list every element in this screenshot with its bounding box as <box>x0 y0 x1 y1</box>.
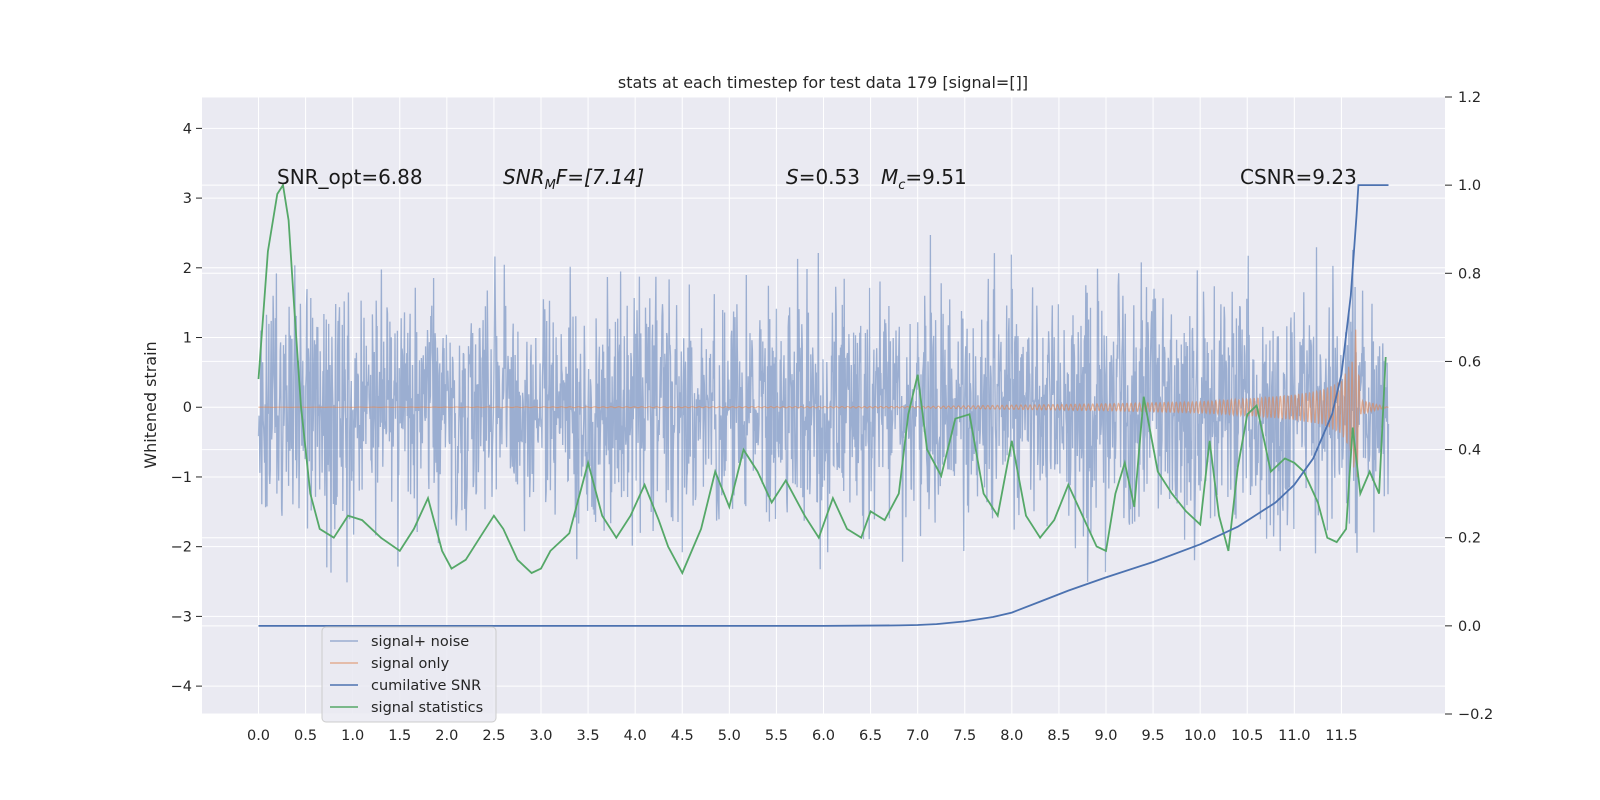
y2-tick-label: 0.0 <box>1458 619 1481 635</box>
legend-label-noise: signal+ noise <box>371 634 469 650</box>
chart-title: stats at each timestep for test data 179… <box>618 73 1028 92</box>
y-tick-label: −2 <box>171 540 192 556</box>
y2-tick-label: 1.2 <box>1458 90 1481 106</box>
y-tick-label: 1 <box>183 331 192 347</box>
y-tick-label: 3 <box>183 191 192 207</box>
x-tick-label: 6.0 <box>812 728 835 744</box>
annotation-chirp-mass: Mc=9.51 <box>881 165 967 193</box>
x-tick-label: 10.5 <box>1231 728 1263 744</box>
x-tick-label: 0.0 <box>247 728 270 744</box>
x-tick-label: 9.5 <box>1142 728 1165 744</box>
statistics-series <box>257 182 1387 576</box>
legend: signal+ noise signal only cumilative SNR… <box>321 626 497 723</box>
y2-tick-label: 0.6 <box>1458 354 1481 370</box>
annotation-snr-opt: SNR_opt=6.88 <box>277 165 423 189</box>
annotation-snr-mf: SNRMF=[7.14] <box>503 165 644 193</box>
y-tick-label: 4 <box>183 121 192 137</box>
y2-tick-label: 0.8 <box>1458 266 1481 282</box>
x-tick-label: 10.0 <box>1184 728 1216 744</box>
x-tick-label: 9.0 <box>1094 728 1117 744</box>
x-tick-label: 0.5 <box>294 728 317 744</box>
annotation-spin: S=0.53 <box>786 165 860 189</box>
x-tick-label: 2.5 <box>482 728 505 744</box>
x-tick-label: 3.5 <box>577 728 600 744</box>
cumulative-snr-series <box>258 184 1389 627</box>
x-tick-label: 8.5 <box>1047 728 1070 744</box>
x-tick-label: 1.0 <box>341 728 364 744</box>
y2-tick-label: 0.4 <box>1458 443 1481 459</box>
x-tick-label: 5.5 <box>765 728 788 744</box>
x-tick-label: 11.5 <box>1325 728 1357 744</box>
x-tick-label: 5.0 <box>718 728 741 744</box>
x-tick-label: 11.0 <box>1278 728 1310 744</box>
y-tick-label: 2 <box>183 261 192 277</box>
legend-box <box>321 626 497 723</box>
y2-tick-label: 0.2 <box>1458 531 1481 547</box>
y-tick-label: −3 <box>171 609 192 625</box>
x-tick-label: 7.5 <box>953 728 976 744</box>
x-tick-label: 1.5 <box>388 728 411 744</box>
legend-label-cumsnr: cumilative SNR <box>371 678 481 694</box>
legend-label-stats: signal statistics <box>371 700 483 716</box>
x-tick-label: 2.0 <box>435 728 458 744</box>
y2-tick-label: −0.2 <box>1458 707 1493 723</box>
x-tick-label: 4.5 <box>671 728 694 744</box>
y2-tick-label: 1.0 <box>1458 178 1481 194</box>
x-tick-label: 4.0 <box>624 728 647 744</box>
series-cumulative-snr-line <box>258 184 1389 627</box>
x-tick-label: 8.0 <box>1000 728 1023 744</box>
y-tick-label: −4 <box>171 679 192 695</box>
axes: 0.0 0.5 1.0 1.5 2.0 2.5 3.0 3.5 4.0 4.5 5.0 5.5 6.0 6… <box>171 90 1494 744</box>
x-tick-label: 3.0 <box>529 728 552 744</box>
y-axis-label: Whitened strain <box>141 341 160 468</box>
legend-label-signal: signal only <box>371 656 450 672</box>
series-signal-statistics-line <box>257 182 1387 576</box>
signal-only-series <box>258 329 1389 477</box>
annotation-csnr: CSNR=9.23 <box>1240 165 1357 189</box>
x-tick-label: 7.0 <box>906 728 929 744</box>
series-signal-only-line <box>258 329 1389 477</box>
x-tick-label: 6.5 <box>859 728 882 744</box>
y-tick-label: −1 <box>171 470 192 486</box>
y-tick-label: 0 <box>183 400 192 416</box>
